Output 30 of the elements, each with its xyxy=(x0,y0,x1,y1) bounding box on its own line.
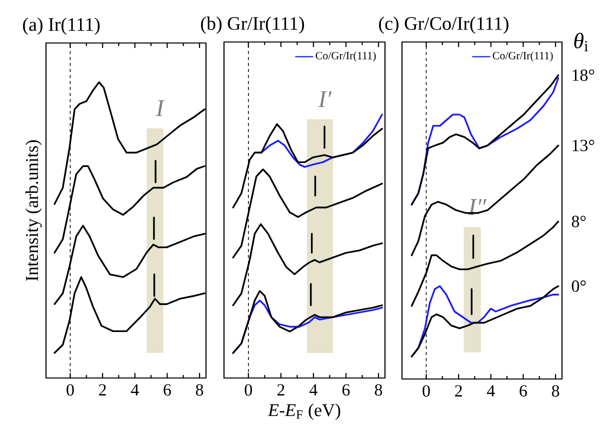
y-axis-title: Intensity (arb.units) xyxy=(25,140,42,281)
x-tick-label: 4 xyxy=(130,384,139,396)
x-tick-label: 2 xyxy=(277,384,284,396)
legend-label: Co/Gr/Ir(111) xyxy=(316,52,376,62)
series-label: 8° xyxy=(572,216,586,228)
band-label: I xyxy=(156,100,165,116)
x-tick-label: 8 xyxy=(374,384,382,396)
chart-title: (b) Gr/Ir(111) xyxy=(201,16,304,34)
series-label: 18° xyxy=(572,69,594,81)
x-tick-label: 2 xyxy=(99,384,106,396)
x-tick-label: 6 xyxy=(164,384,171,396)
band-label: I′ xyxy=(318,91,332,108)
x-tick-label: 0 xyxy=(66,384,74,396)
series-label: 0° xyxy=(572,280,586,292)
x-tick-label: 4 xyxy=(310,384,318,396)
x-tick-label: 2 xyxy=(455,385,462,396)
x-tick-label: 8 xyxy=(196,384,204,396)
chart-title: (c) Gr/Co/Ir(111) xyxy=(379,16,508,34)
x-tick-label: 6 xyxy=(342,384,350,396)
x-tick-label: 0 xyxy=(244,384,252,396)
x-tick-label: 6 xyxy=(520,385,527,397)
x-tick-label: 8 xyxy=(552,385,560,397)
chart-title: (a) Ir(111) xyxy=(23,18,100,35)
x-tick-label: 0 xyxy=(422,385,430,397)
x-axis-title: E-E$_{F}$ (eV) xyxy=(268,404,340,420)
x-tick-label: 4 xyxy=(486,385,495,396)
series-label: 13° xyxy=(572,140,594,152)
legend-label: Co/Gr/Ir(111) xyxy=(492,52,553,62)
text: θ$_{i}$ xyxy=(574,32,588,52)
band-label: I″ xyxy=(468,199,486,215)
